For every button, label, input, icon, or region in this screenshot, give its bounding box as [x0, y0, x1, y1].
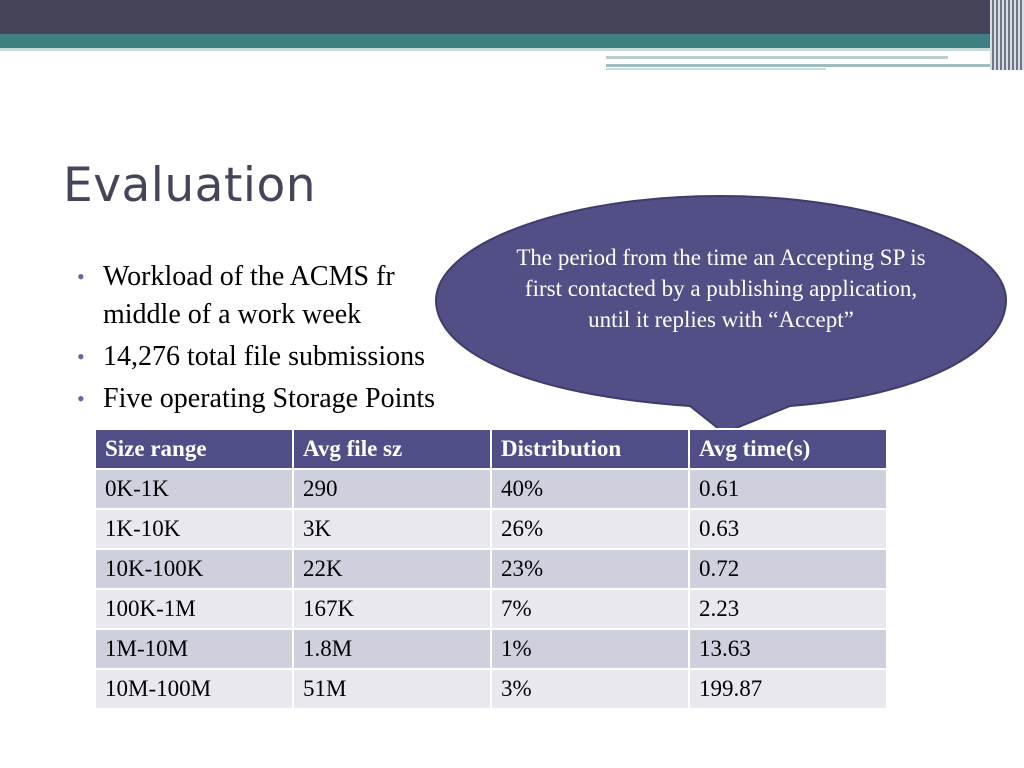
- table-cell: 13.63: [688, 628, 888, 670]
- table-cell: 167K: [292, 588, 492, 630]
- table-row: 0K-1K 290 40% 0.61: [94, 468, 888, 510]
- column-header: Avg time(s): [688, 428, 888, 470]
- bullet-text: Workload of the ACMS fr: [103, 261, 395, 292]
- table-cell: 23%: [490, 548, 690, 590]
- results-table: Size range Avg file sz Distribution Avg …: [94, 428, 888, 710]
- table-cell: 100K-1M: [94, 588, 294, 630]
- table-cell: 290: [292, 468, 492, 510]
- bullet-item: • Five operating Storage Points: [75, 380, 555, 418]
- table-row: 10K-100K 22K 23% 0.72: [94, 548, 888, 590]
- table-cell: 1.8M: [292, 628, 492, 670]
- decorative-stripes: [990, 0, 1024, 70]
- column-header: Size range: [94, 428, 294, 470]
- table-cell: 22K: [292, 548, 492, 590]
- column-header: Avg file sz: [292, 428, 492, 470]
- table-cell: 10M-100M: [94, 668, 294, 710]
- column-header: Distribution: [490, 428, 690, 470]
- bullet-text-continued: middle of a work week: [103, 299, 362, 330]
- table-cell: 40%: [490, 468, 690, 510]
- table-row: 1K-10K 3K 26% 0.63: [94, 508, 888, 550]
- table-row: 10M-100M 51M 3% 199.87: [94, 668, 888, 710]
- bullet-dot-icon: •: [77, 264, 85, 289]
- bullet-text: 14,276 total file submissions: [103, 341, 425, 372]
- callout-text: The period from the time an Accepting SP…: [516, 245, 926, 332]
- table-cell: 0K-1K: [94, 468, 294, 510]
- header-band-light: [0, 48, 1024, 51]
- table-cell: 3K: [292, 508, 492, 550]
- table-cell: 10K-100K: [94, 548, 294, 590]
- bullet-dot-icon: •: [77, 344, 85, 369]
- table-cell: 1M-10M: [94, 628, 294, 670]
- bullet-list: • Workload of the ACMS fr middle of a wo…: [75, 258, 555, 422]
- bullet-item: • 14,276 total file submissions: [75, 338, 555, 376]
- bullet-item: • Workload of the ACMS fr middle of a wo…: [75, 258, 555, 334]
- table-cell: 26%: [490, 508, 690, 550]
- decorative-line: [606, 56, 948, 59]
- decorative-line: [606, 68, 826, 70]
- table-cell: 0.63: [688, 508, 888, 550]
- header-band-dark: [0, 0, 1024, 34]
- table-cell: 0.61: [688, 468, 888, 510]
- table-cell: 0.72: [688, 548, 888, 590]
- table-cell: 7%: [490, 588, 690, 630]
- bullet-text: Five operating Storage Points: [103, 383, 436, 414]
- table-row: 1M-10M 1.8M 1% 13.63: [94, 628, 888, 670]
- table-header-row: Size range Avg file sz Distribution Avg …: [94, 428, 888, 470]
- table-row: 100K-1M 167K 7% 2.23: [94, 588, 888, 630]
- bullet-dot-icon: •: [77, 386, 85, 411]
- table-cell: 2.23: [688, 588, 888, 630]
- header-band-teal: [0, 34, 1024, 48]
- slide-title: Evaluation: [63, 158, 316, 213]
- table-cell: 51M: [292, 668, 492, 710]
- table-cell: 1K-10K: [94, 508, 294, 550]
- table-cell: 3%: [490, 668, 690, 710]
- table-cell: 199.87: [688, 668, 888, 710]
- decorative-line: [606, 64, 1024, 67]
- table-cell: 1%: [490, 628, 690, 670]
